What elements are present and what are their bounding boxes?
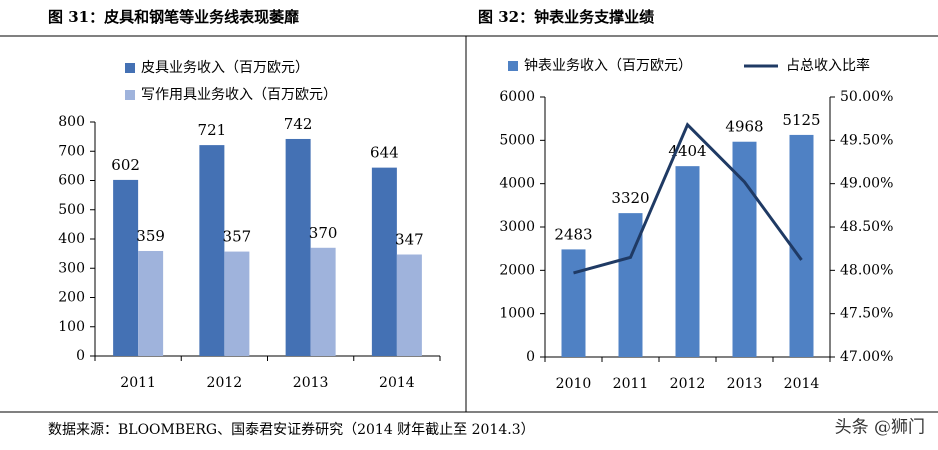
bar <box>199 145 225 356</box>
value-label: 347 <box>395 231 424 249</box>
value-label: 3320 <box>611 189 649 207</box>
y-tick-label: 600 <box>58 173 85 189</box>
legend-swatch <box>125 90 135 100</box>
bar <box>224 251 250 356</box>
line-series <box>573 122 803 275</box>
x-tick-label: 2014 <box>379 375 415 391</box>
y-tick-label: 1000 <box>499 306 535 322</box>
value-label: 359 <box>136 227 165 245</box>
y-tick-label: 3000 <box>499 219 535 235</box>
x-tick-label: 2012 <box>207 375 243 391</box>
y-tick-label: 100 <box>58 319 85 335</box>
legend-label: 占总收入比率 <box>786 57 870 74</box>
x-tick-label: 2012 <box>670 376 706 392</box>
value-label: 370 <box>309 224 338 242</box>
legend-label: 钟表业务收入（百万欧元） <box>524 57 692 74</box>
legend-label: 皮具业务收入（百万欧元） <box>141 60 309 76</box>
bar <box>561 249 586 357</box>
y2-tick-label: 50.00% <box>840 89 893 105</box>
y-tick-label: 5000 <box>499 132 535 148</box>
bar <box>310 247 336 356</box>
y2-tick-label: 47.00% <box>840 349 893 365</box>
bar <box>371 167 397 356</box>
bar <box>138 250 164 356</box>
chart-title: 图 32：钟表业务支撑业绩 <box>478 8 654 26</box>
legend-swatch <box>125 63 135 73</box>
value-label: 5125 <box>782 111 820 129</box>
y-tick-label: 0 <box>76 348 85 364</box>
x-tick-label: 2010 <box>556 376 592 392</box>
x-tick-label: 2011 <box>120 375 156 391</box>
y-tick-label: 800 <box>58 114 85 130</box>
bar <box>396 254 422 356</box>
y2-tick-label: 49.00% <box>840 176 893 192</box>
x-tick-label: 2013 <box>293 375 329 391</box>
y-tick-label: 6000 <box>499 89 535 105</box>
value-label: 4968 <box>725 118 763 136</box>
x-tick-label: 2011 <box>613 376 649 392</box>
value-label: 2483 <box>554 225 592 243</box>
bar <box>789 134 814 357</box>
y-tick-label: 2000 <box>499 262 535 278</box>
value-label: 602 <box>111 156 140 174</box>
legend-swatch <box>508 61 518 71</box>
value-label: 742 <box>284 115 313 133</box>
y2-tick-label: 48.00% <box>840 262 893 278</box>
bar <box>732 141 757 357</box>
y2-tick-label: 47.50% <box>840 306 893 322</box>
value-label: 357 <box>223 228 252 246</box>
value-label: 721 <box>198 121 227 139</box>
x-tick-label: 2013 <box>727 376 763 392</box>
y-tick-label: 4000 <box>499 176 535 192</box>
y-tick-label: 500 <box>58 202 85 218</box>
bar <box>285 138 311 356</box>
bar <box>113 179 139 356</box>
y-tick-label: 200 <box>58 290 85 306</box>
value-label: 644 <box>370 144 399 162</box>
bar <box>675 166 700 357</box>
y-tick-label: 400 <box>58 231 85 247</box>
x-tick-label: 2014 <box>784 376 820 392</box>
source-note: 数据来源：BLOOMBERG、国泰君安证券研究（2014 财年截止至 2014.… <box>48 422 535 438</box>
y-tick-label: 0 <box>526 349 535 365</box>
y2-tick-label: 48.50% <box>840 219 893 235</box>
y2-tick-label: 49.50% <box>840 132 893 148</box>
legend-label: 写作用具业务收入（百万欧元） <box>141 87 337 103</box>
y-tick-label: 300 <box>58 260 85 276</box>
chart-title: 图 31：皮具和钢笔等业务线表现萎靡 <box>48 8 299 26</box>
watermark: 头条 @狮门 <box>835 418 925 438</box>
y-tick-label: 700 <box>58 143 85 159</box>
